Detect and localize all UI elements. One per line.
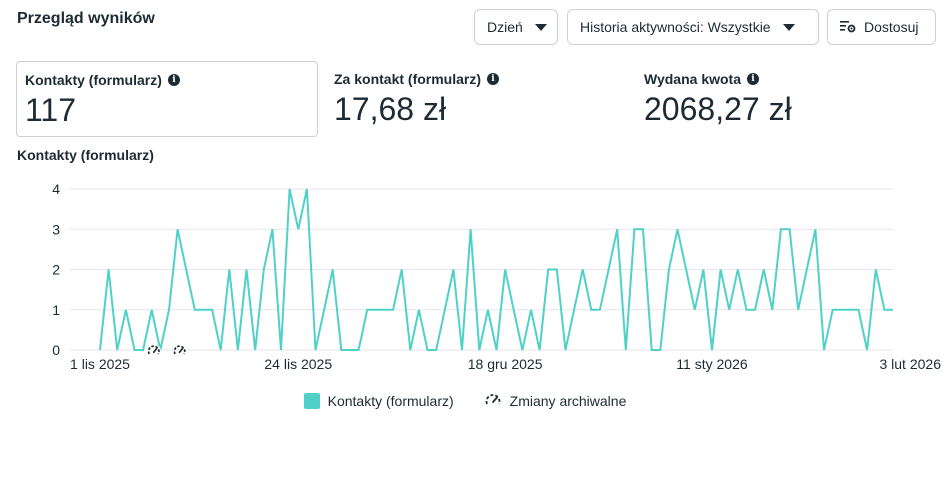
chart-title: Kontakty (formularz): [17, 147, 154, 163]
metric-label: Wydana kwota: [644, 71, 741, 87]
metric-value: 2068,27 zł: [644, 91, 792, 127]
archival-change-icon: [485, 394, 501, 405]
legend-label: Kontakty (formularz): [327, 393, 454, 409]
metric-value: 117: [25, 92, 77, 128]
legend-item-archival[interactable]: Zmiany archiwalne: [484, 392, 627, 410]
archival-change-marker[interactable]: [146, 344, 161, 358]
legend-label: Zmiany archiwalne: [509, 393, 627, 409]
x-tick-label: 3 lut 2026: [879, 356, 941, 372]
metric-card-contacts[interactable]: Kontakty (formularz) i 117: [16, 61, 318, 137]
customize-button[interactable]: Dostosuj: [827, 9, 936, 45]
info-icon[interactable]: i: [487, 73, 500, 85]
caret-down-icon: [782, 23, 795, 31]
metric-label: Za kontakt (formularz): [334, 71, 482, 87]
day-dropdown-button[interactable]: Dzień: [474, 9, 558, 45]
day-dropdown-label: Dzień: [487, 19, 523, 35]
metric-card-amount-spent[interactable]: Wydana kwota i 2068,27 zł: [636, 61, 926, 137]
contacts-line-chart: 0 1 2 3 4 1 lis 2025 24 lis 2025 18 gru 2025 11 …: [52, 181, 941, 372]
y-tick-label: 0: [52, 342, 60, 358]
customize-label: Dostosuj: [864, 19, 919, 35]
metric-label: Kontakty (formularz): [25, 72, 162, 88]
caret-down-icon: [534, 23, 547, 31]
y-tick-label: 3: [52, 221, 60, 237]
activity-history-dropdown-button[interactable]: Historia aktywności: Wszystkie: [567, 9, 819, 45]
settings-columns-icon: [840, 20, 856, 34]
x-tick-label: 24 lis 2025: [264, 356, 332, 372]
y-tick-label: 1: [52, 302, 60, 318]
info-icon[interactable]: i: [747, 73, 759, 85]
metric-card-cost-per-contact[interactable]: Za kontakt (formularz) i 17,68 zł: [326, 61, 616, 137]
x-tick-label: 18 gru 2025: [468, 356, 543, 372]
activity-history-label: Historia aktywności: Wszystkie: [580, 19, 771, 35]
y-tick-label: 4: [52, 181, 60, 197]
chart-legend: Kontakty (formularz) Zmiany archiwalne: [0, 392, 950, 410]
y-tick-label: 2: [52, 262, 60, 278]
legend-item-contacts[interactable]: Kontakty (formularz): [303, 392, 454, 410]
page-title: Przegląd wyników: [17, 10, 155, 27]
archival-change-marker[interactable]: [172, 344, 187, 358]
info-icon[interactable]: i: [167, 74, 180, 86]
legend-swatch: [303, 393, 320, 409]
x-tick-label: 1 lis 2025: [70, 356, 130, 372]
x-tick-label: 11 sty 2026: [676, 356, 748, 372]
metric-value: 17,68 zł: [334, 91, 447, 127]
series-line-contacts: [99, 188, 893, 351]
